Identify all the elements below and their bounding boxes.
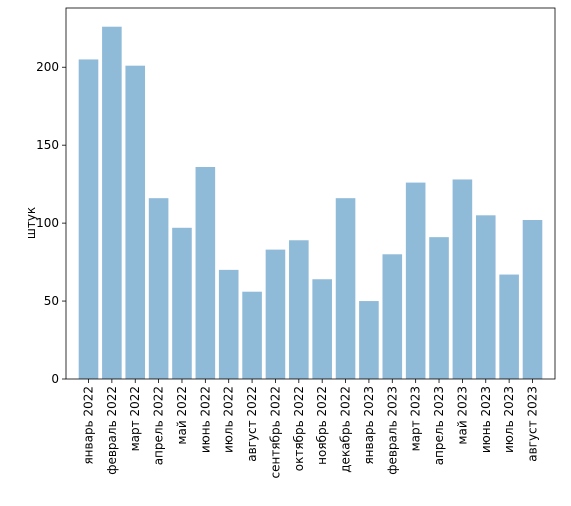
bar-18 [475, 215, 496, 379]
bars [78, 26, 543, 380]
bar-10 [289, 240, 309, 379]
x-tick-label: август 2022 [245, 386, 259, 462]
x-tick-label: апрель 2022 [152, 386, 166, 465]
bar-17 [452, 179, 473, 379]
bar-15 [405, 182, 426, 379]
bar-9 [265, 249, 286, 379]
x-tick-label: апрель 2023 [432, 386, 446, 465]
bar-16 [429, 237, 449, 379]
x-tick-label: февраль 2022 [105, 386, 119, 475]
axes [65, 7, 556, 380]
bar-8 [242, 291, 262, 379]
bar-2 [102, 26, 122, 380]
x-tick-label: август 2023 [526, 386, 540, 462]
plot-frame [65, 7, 556, 380]
x-tick-label: март 2023 [409, 386, 423, 451]
bar-6 [195, 167, 216, 379]
y-tick-label: 150 [36, 138, 59, 152]
x-tick-label: июль 2022 [222, 386, 236, 453]
x-tick-label: февраль 2023 [385, 386, 399, 475]
bar-5 [172, 227, 192, 379]
y-tick-label: 50 [44, 294, 59, 308]
x-tick-label: март 2022 [128, 386, 142, 451]
bar-12 [335, 198, 356, 379]
x-tick-label: июнь 2023 [479, 386, 493, 453]
bar-4 [148, 198, 169, 379]
y-axis-ticks: 0 50 100 150 200 [36, 60, 66, 386]
bar-14 [382, 254, 403, 379]
bar-11 [312, 279, 332, 379]
x-tick-label: май 2022 [175, 386, 189, 445]
x-tick-label: май 2023 [455, 386, 469, 445]
y-tick-label: 100 [36, 216, 59, 230]
bar-13 [359, 301, 379, 379]
bar-1 [78, 59, 99, 379]
bar-19 [499, 274, 519, 379]
y-tick-label: 0 [51, 372, 59, 386]
bar-20 [522, 220, 543, 379]
y-tick-label: 200 [36, 60, 59, 74]
bar-7 [218, 269, 239, 379]
x-tick-label: июль 2023 [502, 386, 516, 453]
y-axis-label: штук [24, 207, 38, 239]
x-axis-ticks: январь 2022 февраль 2022 март 2022 апрель 2… [82, 379, 540, 478]
bar-3 [125, 65, 146, 380]
x-tick-label: сентябрь 2022 [268, 386, 282, 478]
x-tick-label: июнь 2022 [198, 386, 212, 453]
x-tick-label: ноябрь 2022 [315, 386, 329, 465]
x-tick-label: январь 2023 [362, 386, 376, 465]
x-tick-label: декабрь 2022 [339, 386, 353, 473]
x-tick-label: октябрь 2022 [292, 386, 306, 471]
x-tick-label: январь 2022 [82, 386, 96, 465]
